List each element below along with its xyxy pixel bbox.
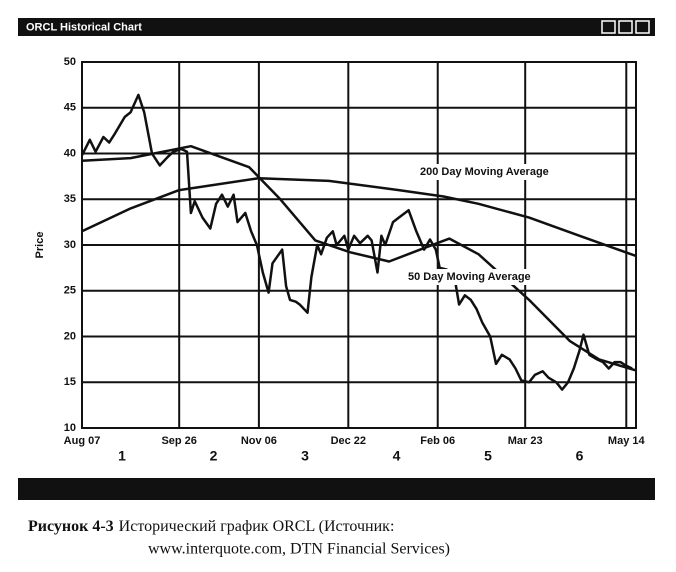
x-tick-label: Mar 23 xyxy=(508,435,543,447)
window-button[interactable] xyxy=(601,20,616,34)
window-title: ORCL Historical Chart xyxy=(26,21,142,33)
caption-label: Рисунок 4-3 xyxy=(28,518,114,535)
x-tick-label: Nov 06 xyxy=(241,435,277,447)
caption-text: Исторический график ORCL (Источник: xyxy=(119,518,395,535)
x-tick-label: Sep 26 xyxy=(161,435,196,447)
period-label: 3 xyxy=(301,448,309,464)
caption: Рисунок 4-3 Исторический график ORCL (Ист… xyxy=(28,518,394,535)
period-label: 5 xyxy=(484,448,492,464)
caption-source: www.interquote.com, DTN Financial Servic… xyxy=(148,541,450,558)
y-tick-label: 30 xyxy=(64,239,76,251)
period-label: 2 xyxy=(210,448,218,464)
y-tick-label: 40 xyxy=(64,147,76,159)
annotation: 200 Day Moving Average xyxy=(420,166,549,178)
x-tick-label: Feb 06 xyxy=(420,435,455,447)
y-tick-label: 50 xyxy=(64,56,76,68)
x-tick-label: May 14 xyxy=(608,435,646,447)
y-tick-label: 10 xyxy=(64,422,76,434)
y-tick-label: 25 xyxy=(64,285,76,297)
period-label: 4 xyxy=(393,448,401,464)
x-tick-label: Aug 07 xyxy=(64,435,101,447)
price-line xyxy=(80,93,633,391)
y-tick-label: 15 xyxy=(64,376,76,388)
window-button[interactable] xyxy=(618,20,633,34)
period-label: 1 xyxy=(118,448,126,464)
y-tick-label: 45 xyxy=(64,102,76,114)
period-label: 6 xyxy=(576,448,584,464)
title-bar xyxy=(18,18,655,36)
y-axis-label: Price xyxy=(34,232,46,259)
annotation-bg xyxy=(418,164,551,180)
y-tick-label: 35 xyxy=(64,193,76,205)
x-tick-label: Dec 22 xyxy=(331,435,366,447)
price-line xyxy=(81,176,637,258)
y-tick-label: 20 xyxy=(64,330,76,342)
price-line xyxy=(81,144,637,372)
status-bar xyxy=(18,478,655,500)
annotation-bg xyxy=(406,269,533,285)
annotation: 50 Day Moving Average xyxy=(408,271,531,283)
window-button[interactable] xyxy=(635,20,650,34)
